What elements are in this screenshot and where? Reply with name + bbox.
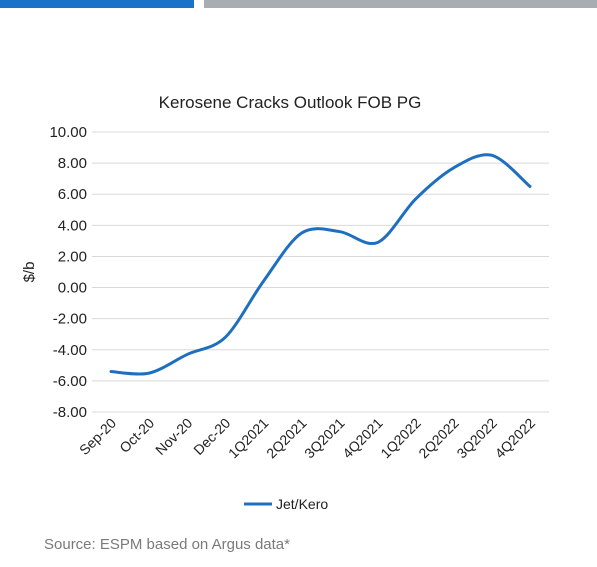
- y-tick-label: 10.00: [49, 124, 87, 141]
- y-tick-label: -8.00: [53, 404, 87, 421]
- chart-title: Kerosene Cracks Outlook FOB PG: [159, 93, 422, 112]
- y-axis-ticks: -8.00 -6.00 -4.00 -2.00 0.00 2.00 4.00 6.00 8.00…: [49, 124, 87, 421]
- x-tick-label: 2Q2022: [415, 415, 462, 462]
- x-tick-label: Sep-20: [76, 415, 119, 458]
- x-axis-ticks: Sep-20Oct-20Nov-20Dec-201Q20212Q20213Q20…: [76, 415, 538, 462]
- x-tick-label: Nov-20: [152, 415, 195, 458]
- legend-label: Jet/Kero: [276, 496, 328, 512]
- header-secondary-bar: [204, 0, 597, 8]
- y-tick-label: -2.00: [53, 311, 87, 328]
- header-accent-bar: [0, 0, 194, 8]
- y-tick-label: -6.00: [53, 373, 87, 390]
- x-tick-label: 2Q2021: [263, 415, 310, 462]
- y-tick-label: -4.00: [53, 342, 87, 359]
- legend: Jet/Kero: [244, 496, 328, 512]
- x-tick-label: 3Q2022: [453, 415, 500, 462]
- series-line-jet-kero: [109, 153, 532, 376]
- x-tick-label: 1Q2022: [377, 415, 424, 462]
- y-axis-label: $/b: [21, 262, 38, 283]
- line-chart: Kerosene Cracks Outlook FOB PG -8.00 -6.0…: [21, 93, 549, 512]
- y-tick-label: 8.00: [58, 155, 87, 172]
- source-note: Source: ESPM based on Argus data*: [44, 536, 290, 553]
- y-tick-label: 6.00: [58, 186, 87, 203]
- x-tick-label: 1Q2021: [225, 415, 272, 462]
- x-tick-label: Oct-20: [116, 415, 157, 456]
- x-tick-label: 4Q2021: [339, 415, 386, 462]
- gridlines: [92, 131, 549, 413]
- x-tick-label: 4Q2022: [492, 415, 539, 462]
- y-tick-label: 2.00: [58, 248, 87, 265]
- x-tick-label: 3Q2021: [301, 415, 348, 462]
- y-tick-label: 0.00: [58, 280, 87, 297]
- y-tick-label: 4.00: [58, 217, 87, 234]
